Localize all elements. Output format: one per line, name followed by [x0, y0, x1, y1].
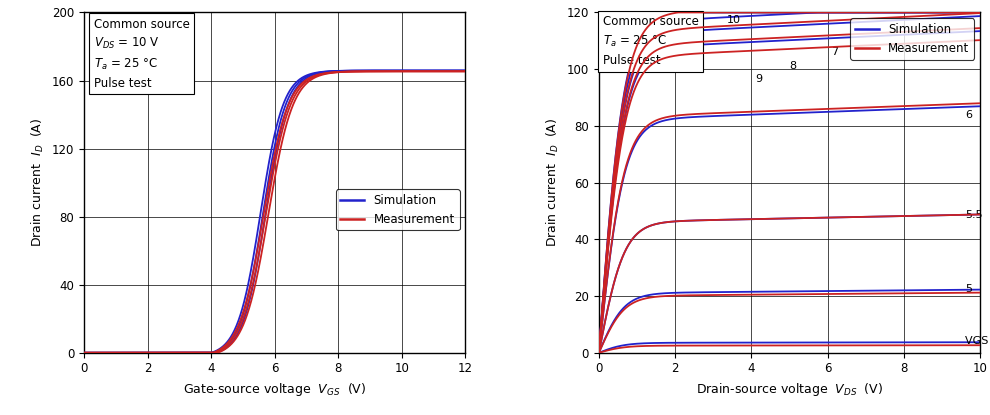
Text: 8: 8	[789, 61, 797, 71]
Text: Common source
$V_{DS}$ = 10 V
$T_a$ = 25 °C
Pulse test: Common source $V_{DS}$ = 10 V $T_a$ = 25…	[94, 17, 189, 90]
Text: 10: 10	[727, 15, 741, 24]
Legend: Simulation, Measurement: Simulation, Measurement	[336, 189, 459, 230]
X-axis label: Drain-source voltage  $V_{DS}$  (V): Drain-source voltage $V_{DS}$ (V)	[696, 381, 883, 398]
Text: 5: 5	[965, 284, 972, 294]
Y-axis label: Drain current  $I_D$  (A): Drain current $I_D$ (A)	[31, 118, 47, 247]
X-axis label: Gate-source voltage  $V_{GS}$  (V): Gate-source voltage $V_{GS}$ (V)	[183, 381, 366, 398]
Text: VGS = 4.5 V: VGS = 4.5 V	[965, 336, 990, 346]
Y-axis label: Drain current  $I_D$  (A): Drain current $I_D$ (A)	[545, 118, 561, 247]
Text: 9: 9	[755, 74, 762, 84]
Text: 7: 7	[832, 47, 839, 57]
Text: 5.5: 5.5	[965, 210, 982, 220]
Legend: Simulation, Measurement: Simulation, Measurement	[850, 18, 974, 60]
Text: 6: 6	[965, 110, 972, 120]
Text: Common source
$T_a$ = 25 °C
Pulse test: Common source $T_a$ = 25 °C Pulse test	[603, 15, 699, 67]
